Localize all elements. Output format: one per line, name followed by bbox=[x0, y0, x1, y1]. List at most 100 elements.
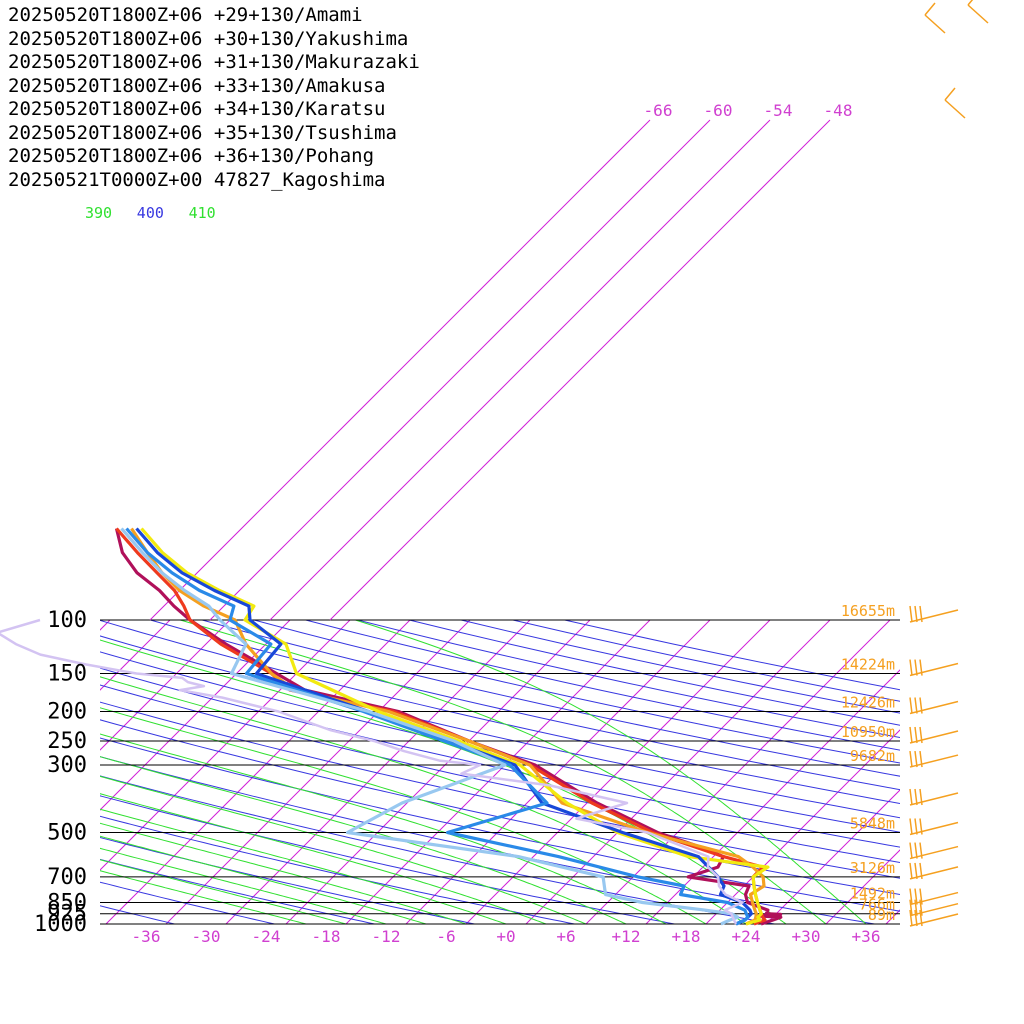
legend-entry-kagoshima: 20250521T0000Z+00 47827_Kagoshima bbox=[8, 168, 386, 191]
upper-isotherm-label: -66 bbox=[644, 101, 673, 120]
dry-adiabat-line bbox=[100, 635, 900, 819]
upper-isotherm-label: -48 bbox=[824, 101, 853, 120]
legend-entry-amami: 20250520T1800Z+06 +29+130/Amami bbox=[8, 4, 363, 26]
dry-adiabat-line bbox=[100, 684, 900, 864]
isotherm-line bbox=[100, 619, 351, 871]
legend-entry-makurazaki: 20250520T1800Z+06 +31+130/Makurazaki bbox=[8, 51, 420, 73]
pressure-tick-label: 850 bbox=[47, 891, 87, 916]
upper-isotherm-line bbox=[149, 119, 651, 621]
height-label: 10950m bbox=[841, 723, 895, 741]
dry-adiabat-line bbox=[100, 858, 377, 924]
temperature-tick-label: +36 bbox=[852, 927, 881, 946]
isotherm-line bbox=[525, 619, 831, 924]
dry-adiabat-line bbox=[100, 619, 900, 805]
dry-adiabat-line bbox=[100, 836, 478, 924]
isotherm-line bbox=[225, 619, 531, 924]
moist-adiabat-line bbox=[100, 733, 667, 924]
wind-barb bbox=[909, 726, 959, 744]
isotherm-line bbox=[765, 789, 900, 924]
isotherm-line bbox=[885, 909, 900, 924]
isotherm-line bbox=[585, 619, 891, 924]
isotherm-line bbox=[946, 620, 1024, 924]
height-label: 89m bbox=[868, 906, 895, 924]
isotherm-line bbox=[345, 619, 651, 924]
dry-adiabat-line bbox=[100, 881, 277, 924]
theta-label: 400 bbox=[137, 204, 164, 222]
dry-adiabat-line bbox=[202, 619, 900, 777]
isotherm-line bbox=[0, 620, 50, 924]
temperature-tick-label: +12 bbox=[612, 927, 641, 946]
pressure-tick-label: 250 bbox=[47, 729, 87, 754]
pressure-tick-label: 300 bbox=[47, 753, 87, 778]
legend-entry-yakushima: 20250520T1800Z+06 +30+130/Yakushima bbox=[8, 27, 409, 50]
dry-adiabat-line bbox=[100, 905, 177, 924]
temperature-tick-label: +30 bbox=[792, 927, 821, 946]
pressure-tick-label: 700 bbox=[47, 865, 87, 890]
sounding-line-karatsu bbox=[135, 527, 753, 926]
wind-barb bbox=[909, 842, 959, 860]
pressure-tick-label: 100 bbox=[47, 608, 87, 633]
dry-adiabat-line bbox=[409, 619, 900, 726]
pressure-tick-label: 500 bbox=[47, 820, 87, 845]
temperature-tick-label: +24 bbox=[732, 927, 761, 946]
temperature-tick-label: -18 bbox=[312, 927, 341, 946]
isotherm-line bbox=[100, 619, 231, 751]
temperature-tick-label: -12 bbox=[372, 927, 401, 946]
height-label: 3126m bbox=[850, 859, 895, 877]
wind-barb bbox=[909, 788, 959, 806]
sounding-line-makurazaki bbox=[130, 527, 766, 926]
isotherm-line bbox=[825, 849, 900, 924]
height-label: 9682m bbox=[850, 747, 895, 765]
moist-adiabat-line bbox=[180, 619, 827, 924]
dry-adiabat-line bbox=[100, 719, 900, 895]
isotherm-line bbox=[465, 619, 771, 924]
pressure-tick-label: 925 bbox=[47, 902, 87, 927]
sounding-line-amakusa bbox=[140, 527, 770, 926]
wind-barb bbox=[909, 659, 959, 677]
wind-barb bbox=[924, 2, 946, 34]
legend-entry-amakusa: 20250520T1800Z+06 +33+130/Amakusa bbox=[8, 74, 386, 97]
height-label: 16655m bbox=[841, 602, 895, 620]
isotherm-line bbox=[1006, 620, 1024, 924]
wind-barb bbox=[909, 605, 959, 623]
wind-barb bbox=[909, 697, 959, 715]
theta-label: 390 bbox=[85, 204, 112, 222]
wind-barb bbox=[909, 909, 959, 927]
upper-isotherm-line bbox=[329, 119, 831, 621]
dry-adiabat-line bbox=[305, 619, 900, 751]
dry-adiabat-line bbox=[100, 667, 900, 848]
isotherm-line bbox=[285, 619, 591, 924]
temperature-tick-label: +0 bbox=[496, 927, 515, 946]
wind-barb bbox=[909, 899, 959, 917]
dry-adiabat-line bbox=[100, 737, 900, 912]
temperature-tick-label: -36 bbox=[132, 927, 161, 946]
temperature-tick-label: +6 bbox=[556, 927, 575, 946]
wind-barb bbox=[909, 862, 959, 880]
sounding-line-pohang bbox=[120, 527, 740, 926]
pressure-tick-label: 150 bbox=[47, 662, 87, 687]
wind-barb bbox=[909, 750, 959, 768]
dry-adiabat-line bbox=[100, 775, 778, 924]
temperature-tick-label: -24 bbox=[252, 927, 281, 946]
upper-isotherm-line bbox=[209, 119, 711, 621]
upper-isotherm-label: -54 bbox=[764, 101, 793, 120]
theta-label: 410 bbox=[189, 204, 216, 222]
dry-adiabat-line bbox=[100, 815, 578, 924]
height-label: 1492m bbox=[850, 885, 895, 903]
isotherm-line bbox=[165, 619, 471, 924]
isotherm-line bbox=[100, 619, 291, 811]
legend: 20250520T1800Z+06 +29+130/Amami 20250520… bbox=[8, 4, 420, 192]
wind-barb bbox=[909, 818, 959, 836]
pressure-tick-label: 1000 bbox=[34, 912, 87, 937]
sounding-line-tsushima bbox=[125, 527, 750, 926]
dry-adiabat-line bbox=[100, 795, 678, 924]
height-label: 14224m bbox=[841, 656, 895, 674]
dry-adiabat-line bbox=[150, 619, 900, 791]
height-label: 12426m bbox=[841, 694, 895, 712]
wind-barb bbox=[967, 0, 989, 24]
legend-entry-karatsu: 20250520T1800Z+06 +34+130/Karatsu bbox=[8, 98, 386, 120]
temperature-tick-label: -6 bbox=[436, 927, 455, 946]
upper-isotherm-label: -60 bbox=[704, 101, 733, 120]
sounding-line-20250521t0000z0047827kagoshima bbox=[0, 618, 744, 925]
